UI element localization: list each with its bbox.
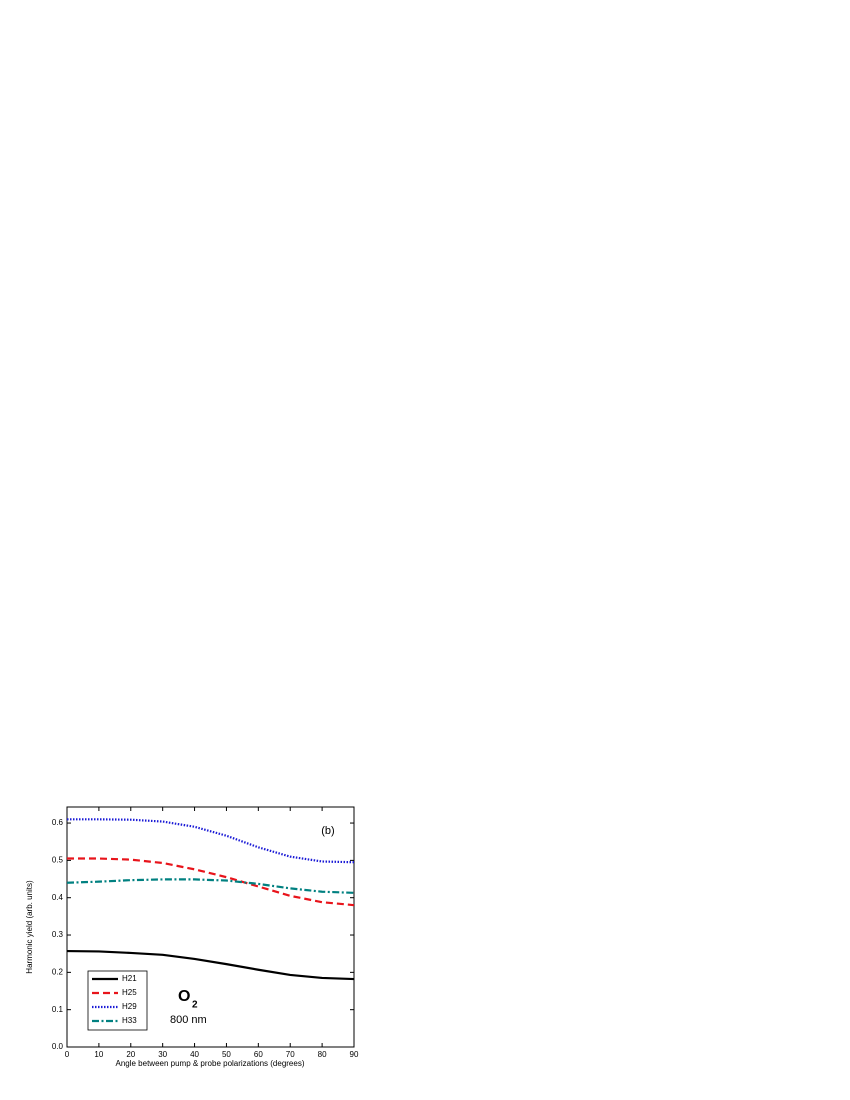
wavelength-label: 800 nm — [170, 1014, 207, 1026]
plot-frame — [66, 806, 355, 1048]
x-tick-label: 50 — [222, 1050, 231, 1059]
x-tick-label: 10 — [94, 1050, 103, 1059]
x-tick-label: 60 — [254, 1050, 263, 1059]
series-line — [66, 949, 355, 981]
y-tick-label: 0.1 — [52, 1005, 64, 1014]
series-line — [67, 818, 355, 864]
y-tick-label: 0.6 — [52, 818, 64, 827]
legend-label: H21 — [122, 974, 137, 983]
series-line — [67, 857, 355, 907]
x-tick-label: 0 — [65, 1050, 70, 1059]
legend-label: H29 — [122, 1002, 137, 1011]
y-axis-label: Harmonic yield (arb. units) — [25, 880, 34, 974]
x-tick-label: 90 — [350, 1050, 359, 1059]
x-axis-label: Angle between pump & probe polarizations… — [115, 1059, 304, 1068]
molecule-label: O — [178, 988, 190, 1005]
x-tick-label: 80 — [318, 1050, 327, 1059]
y-tick-label: 0.2 — [52, 967, 64, 976]
legend-label: H33 — [122, 1016, 137, 1025]
x-tick-label: 40 — [190, 1050, 199, 1059]
y-tick-label: 0.5 — [52, 855, 64, 864]
x-tick-label: 20 — [126, 1050, 135, 1059]
x-tick-label: 30 — [158, 1050, 167, 1059]
y-tick-label: 0.0 — [52, 1042, 64, 1051]
series-line — [66, 878, 355, 894]
molecule-subscript: 2 — [192, 1000, 198, 1011]
y-tick-label: 0.4 — [52, 893, 64, 902]
legend-label: H25 — [122, 988, 137, 997]
panel-label: (b) — [321, 825, 334, 837]
y-tick-label: 0.3 — [52, 930, 64, 939]
x-tick-label: 70 — [286, 1050, 295, 1059]
